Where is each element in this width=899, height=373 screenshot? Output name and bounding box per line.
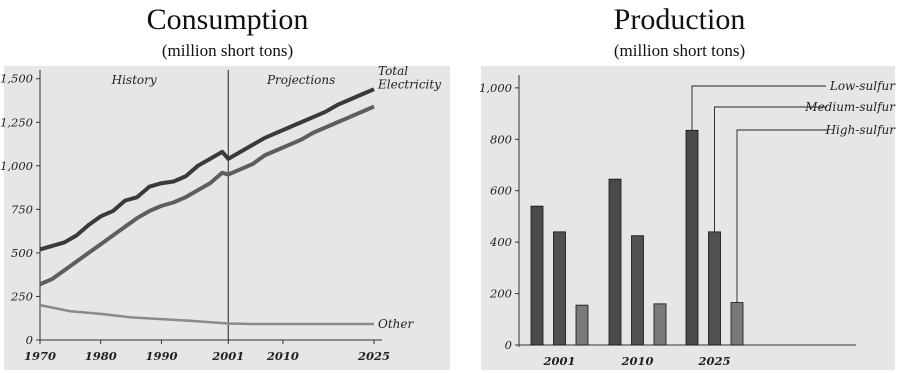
bar-medium-sulfur-2010 [631, 235, 644, 346]
x-tick-label: 2010 [266, 349, 299, 363]
series-label-total: Total [378, 64, 408, 78]
bar-low-sulfur-2001 [530, 205, 544, 346]
x-tick-label: 2001 [542, 354, 575, 368]
legend-leader-high-sulfur [736, 129, 828, 303]
x-tick-label: 2025 [697, 354, 730, 368]
y-tick-label: 1,000 [0, 159, 33, 173]
projections-label: Projections [266, 73, 335, 87]
legend-label-high-sulfur: High-sulfur [825, 123, 897, 137]
x-tick-label: 1990 [145, 349, 177, 363]
series-label-electricity: Electricity [377, 78, 441, 92]
y-tick-label: 0 [505, 338, 512, 352]
bar-low-sulfur-2010 [608, 178, 622, 346]
series-line-total [39, 87, 375, 252]
y-tick-label: 1,500 [0, 72, 33, 86]
production-title: Production [613, 3, 746, 36]
production-subtitle: (million short tons) [613, 41, 746, 60]
y-tick-label: 200 [489, 287, 512, 301]
x-tick-label: 1980 [85, 349, 117, 363]
y-tick-label: 500 [11, 246, 33, 260]
y-tick-label: 400 [489, 235, 512, 249]
bar-medium-sulfur-2001 [553, 231, 566, 346]
y-tick-label: 750 [11, 202, 33, 216]
series-line-electricity [39, 104, 375, 287]
legend-label-medium-sulfur: Medium-sulfur [804, 100, 896, 114]
bar-medium-sulfur-2025 [708, 231, 721, 346]
series-line-other [39, 303, 374, 326]
legend-leader-low-sulfur [691, 85, 826, 131]
x-tick-label: 2001 [211, 349, 244, 363]
series-label-other: Other [378, 317, 414, 331]
consumption-subtitle: (million short tons) [161, 41, 294, 60]
bar-low-sulfur-2025 [685, 129, 699, 346]
consumption-plot-background [4, 66, 450, 370]
x-tick-label: 2025 [357, 349, 390, 363]
x-tick-label: 2010 [620, 354, 653, 368]
legend-label-low-sulfur: Low-sulfur [829, 79, 896, 93]
y-tick-label: 1,250 [0, 115, 33, 129]
y-tick-label: 250 [10, 289, 33, 303]
x-tick-label: 1970 [24, 349, 56, 363]
y-tick-label: 1,000 [479, 81, 512, 95]
legend-leader-medium-sulfur [714, 106, 827, 232]
history-label: History [111, 73, 157, 87]
y-tick-label: 800 [490, 132, 512, 146]
y-tick-label: 600 [490, 184, 512, 198]
consumption-title: Consumption [146, 3, 309, 36]
bar-high-sulfur-2010 [653, 303, 667, 346]
bar-high-sulfur-2001 [575, 304, 589, 346]
bar-high-sulfur-2025 [730, 302, 744, 346]
y-tick-label: 0 [26, 333, 33, 347]
